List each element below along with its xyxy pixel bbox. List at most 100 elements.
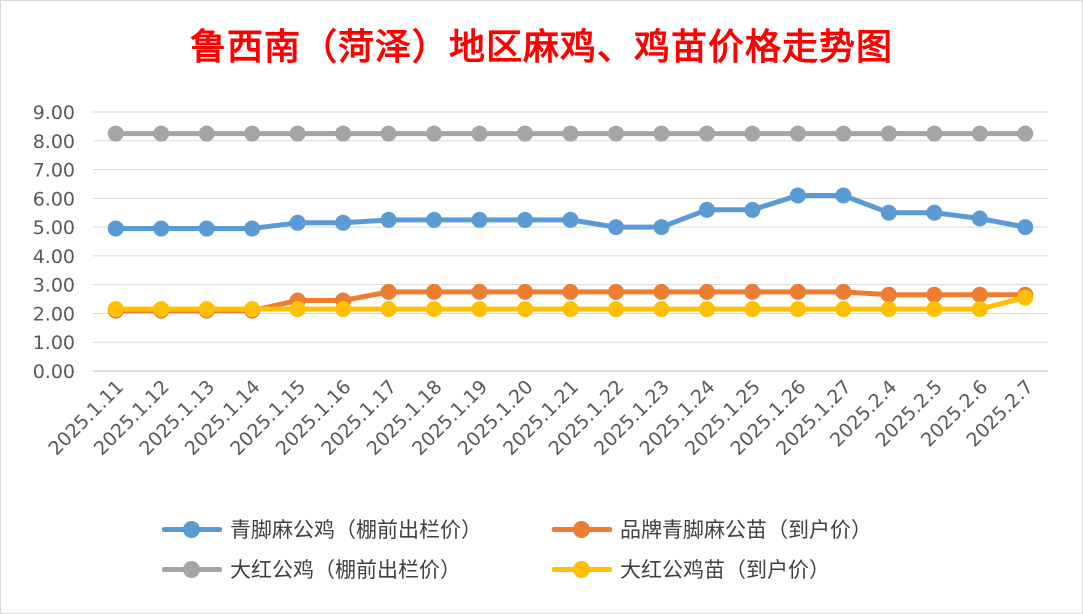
- y-tick-label: 8.00: [33, 131, 75, 153]
- data-point-2-16: [835, 125, 852, 142]
- chart-title: 鲁西南（菏泽）地区麻鸡、鸡苗价格走势图: [189, 26, 893, 68]
- legend-item-dahong-rooster: 大红公鸡（棚前出栏价）: [160, 554, 461, 584]
- legend-label-qingjiao-rooster: 青脚麻公鸡（棚前出栏价）: [230, 518, 482, 542]
- data-point-3-17: [880, 301, 897, 318]
- data-point-2-9: [517, 125, 534, 142]
- data-point-2-13: [698, 125, 715, 142]
- data-point-3-8: [471, 301, 488, 318]
- data-point-2-8: [471, 125, 488, 142]
- y-tick-label: 3.00: [33, 275, 75, 297]
- legend-label-dahong-chick: 大红公鸡苗（到户价）: [620, 558, 830, 582]
- data-point-3-20: [1017, 289, 1034, 306]
- data-point-0-7: [426, 211, 443, 228]
- legend-swatch-qingjiao-rooster: [160, 514, 224, 544]
- legend-swatch-dahong-rooster: [160, 554, 224, 584]
- data-point-2-3: [244, 125, 261, 142]
- y-tick-label: 2.00: [33, 303, 75, 325]
- y-tick-label: 1.00: [33, 332, 75, 354]
- data-point-3-15: [789, 301, 806, 318]
- data-point-1-8: [471, 283, 488, 300]
- data-point-2-17: [880, 125, 897, 142]
- data-point-2-5: [335, 125, 352, 142]
- data-point-3-19: [971, 301, 988, 318]
- data-point-2-11: [607, 125, 624, 142]
- data-point-0-14: [744, 201, 761, 218]
- data-point-3-14: [744, 301, 761, 318]
- data-point-3-12: [653, 301, 670, 318]
- data-point-0-8: [471, 211, 488, 228]
- y-tick-label: 5.00: [33, 217, 75, 239]
- data-point-3-2: [198, 301, 215, 318]
- data-point-3-0: [107, 301, 124, 318]
- data-point-0-9: [517, 211, 534, 228]
- y-tick-label: 6.00: [33, 188, 75, 210]
- data-point-0-1: [153, 220, 170, 237]
- legend-swatch-qingjiao-chick: [550, 514, 614, 544]
- data-point-2-18: [926, 125, 943, 142]
- data-point-2-1: [153, 125, 170, 142]
- chart-legend: 青脚麻公鸡（棚前出栏价） 品牌青脚麻公苗（到户价） 大红公鸡（棚前出栏价） 大红…: [160, 510, 1000, 602]
- data-point-1-12: [653, 283, 670, 300]
- data-point-2-20: [1017, 125, 1034, 142]
- data-point-3-6: [380, 301, 397, 318]
- data-point-1-10: [562, 283, 579, 300]
- legend-swatch-dahong-chick: [550, 554, 614, 584]
- data-point-0-0: [107, 220, 124, 237]
- y-tick-label: 7.00: [33, 160, 75, 182]
- data-point-3-11: [607, 301, 624, 318]
- data-point-1-6: [380, 283, 397, 300]
- data-point-3-16: [835, 301, 852, 318]
- data-point-1-11: [607, 283, 624, 300]
- data-point-2-0: [107, 125, 124, 142]
- legend-item-qingjiao-rooster: 青脚麻公鸡（棚前出栏价）: [160, 514, 482, 544]
- legend-label-dahong-rooster: 大红公鸡（棚前出栏价）: [230, 558, 461, 582]
- data-point-1-9: [517, 283, 534, 300]
- data-point-1-7: [426, 283, 443, 300]
- data-point-0-17: [880, 204, 897, 221]
- data-point-2-7: [426, 125, 443, 142]
- data-point-3-3: [244, 301, 261, 318]
- data-point-0-5: [335, 214, 352, 231]
- data-point-1-17: [880, 286, 897, 303]
- data-point-0-2: [198, 220, 215, 237]
- data-point-3-7: [426, 301, 443, 318]
- data-point-0-11: [607, 219, 624, 236]
- y-tick-label: 9.00: [33, 102, 75, 124]
- data-point-3-4: [289, 301, 306, 318]
- data-point-2-4: [289, 125, 306, 142]
- data-point-0-3: [244, 220, 261, 237]
- data-point-1-16: [835, 283, 852, 300]
- data-point-1-13: [698, 283, 715, 300]
- data-point-2-2: [198, 125, 215, 142]
- data-point-1-15: [789, 283, 806, 300]
- data-point-2-19: [971, 125, 988, 142]
- data-point-1-19: [971, 286, 988, 303]
- data-point-3-10: [562, 301, 579, 318]
- data-point-2-15: [789, 125, 806, 142]
- data-point-0-12: [653, 219, 670, 236]
- data-point-0-20: [1017, 219, 1034, 236]
- data-point-0-13: [698, 201, 715, 218]
- data-point-0-19: [971, 210, 988, 227]
- data-point-1-18: [926, 286, 943, 303]
- legend-item-qingjiao-chick: 品牌青脚麻公苗（到户价）: [550, 514, 872, 544]
- data-point-0-4: [289, 214, 306, 231]
- data-point-3-13: [698, 301, 715, 318]
- data-point-0-18: [926, 204, 943, 221]
- data-point-2-10: [562, 125, 579, 142]
- data-point-3-5: [335, 301, 352, 318]
- y-tick-label: 0.00: [33, 361, 75, 383]
- data-point-2-12: [653, 125, 670, 142]
- legend-label-qingjiao-chick: 品牌青脚麻公苗（到户价）: [620, 518, 872, 542]
- data-point-1-14: [744, 283, 761, 300]
- data-point-0-16: [835, 187, 852, 204]
- data-point-2-6: [380, 125, 397, 142]
- data-point-0-15: [789, 187, 806, 204]
- data-point-0-10: [562, 211, 579, 228]
- data-point-3-18: [926, 301, 943, 318]
- y-tick-label: 4.00: [33, 246, 75, 268]
- legend-item-dahong-chick: 大红公鸡苗（到户价）: [550, 554, 830, 584]
- data-point-3-9: [517, 301, 534, 318]
- data-point-2-14: [744, 125, 761, 142]
